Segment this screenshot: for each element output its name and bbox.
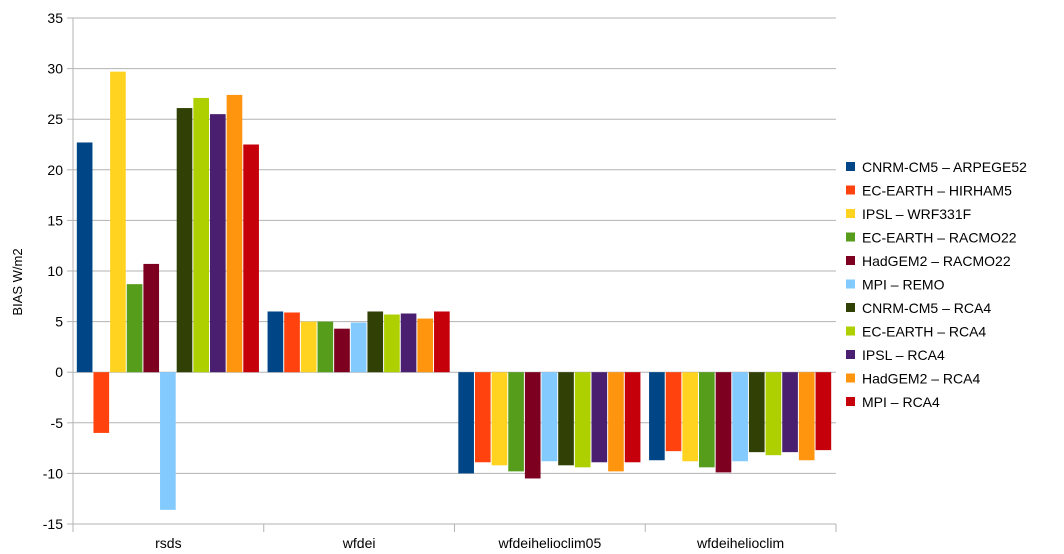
bar xyxy=(524,372,541,479)
x-category-labels: rsds wfdei wfdeihelioclim05 wfdeihelioclim xyxy=(155,535,784,551)
legend-label: MPI – RCA4 xyxy=(862,394,940,410)
bar xyxy=(748,372,765,453)
legend-swatch xyxy=(846,303,855,312)
y-tick-label: 35 xyxy=(47,10,63,26)
bar xyxy=(434,311,450,373)
bar xyxy=(176,108,193,373)
legend-swatch xyxy=(846,256,855,265)
legend-label: HadGEM2 – RACMO22 xyxy=(862,253,1011,269)
bar xyxy=(300,321,317,373)
bar xyxy=(284,312,300,373)
legend-label: EC-EARTH – RACMO22 xyxy=(862,230,1017,246)
bar xyxy=(574,372,591,468)
legend-label: EC-EARTH – HIRHAM5 xyxy=(862,183,1012,199)
legend-swatch xyxy=(846,326,855,336)
bar xyxy=(682,372,699,462)
bar xyxy=(541,372,558,462)
legend-swatch xyxy=(846,397,855,406)
bar xyxy=(384,314,400,373)
bar xyxy=(226,94,243,373)
legend-swatch xyxy=(846,373,855,383)
legend-label: MPI – REMO xyxy=(862,277,945,293)
y-tick-label: 30 xyxy=(47,61,63,77)
bar xyxy=(558,372,574,466)
legend-swatch xyxy=(846,185,855,195)
bar xyxy=(76,142,93,373)
legend-swatch xyxy=(846,209,855,218)
legend-swatch xyxy=(846,279,855,289)
y-tick-label: -10 xyxy=(43,465,63,481)
x-category-label: wfdeihelioclim xyxy=(696,535,784,551)
y-tick-label: -5 xyxy=(51,415,64,431)
y-tick-label: 5 xyxy=(55,314,63,330)
bar xyxy=(334,328,350,373)
y-tick-label: 0 xyxy=(55,364,63,380)
bar xyxy=(400,313,417,373)
bar xyxy=(699,372,715,468)
bar xyxy=(209,114,226,373)
bar xyxy=(474,372,491,463)
bar xyxy=(765,372,782,456)
bar xyxy=(665,372,682,452)
bar xyxy=(624,372,641,463)
bar xyxy=(458,372,474,474)
bar xyxy=(267,311,284,373)
bar xyxy=(715,372,732,473)
axes xyxy=(67,17,837,532)
y-tick-labels: 35 30 25 20 15 10 5 0 -5 -10 -15 xyxy=(43,10,63,532)
bar xyxy=(815,372,832,451)
bar xyxy=(126,284,143,373)
bar xyxy=(143,263,160,373)
bar xyxy=(782,372,798,453)
y-axis-label: BIAS W/m2 xyxy=(10,248,25,315)
legend-label: CNRM-CM5 – RCA4 xyxy=(862,300,991,316)
bar xyxy=(508,372,524,472)
legend-label: CNRM-CM5 – ARPEGE52 xyxy=(862,159,1027,175)
bar xyxy=(193,97,209,373)
bar xyxy=(93,372,110,433)
bar xyxy=(160,372,176,510)
y-tick-label: -15 xyxy=(43,516,63,532)
bar xyxy=(243,144,259,373)
bar xyxy=(649,372,665,461)
legend-label: IPSL – WRF331F xyxy=(862,206,971,222)
bar xyxy=(367,311,384,373)
bar xyxy=(417,318,434,373)
bar xyxy=(732,372,748,462)
legend-label: HadGEM2 – RCA4 xyxy=(862,371,980,387)
legend-label: IPSL – RCA4 xyxy=(862,347,945,363)
y-tick-label: 10 xyxy=(47,263,63,279)
x-category-label: wfdei xyxy=(342,535,376,551)
y-tick-label: 25 xyxy=(47,111,63,127)
y-tick-label: 20 xyxy=(47,162,63,178)
bar xyxy=(110,71,126,373)
legend-label: EC-EARTH – RCA4 xyxy=(862,324,986,340)
legend-swatch xyxy=(846,162,855,171)
bar xyxy=(350,322,367,373)
legend-swatch xyxy=(846,232,855,242)
legend: CNRM-CM5 – ARPEGE52 EC-EARTH – HIRHAM5 IPS… xyxy=(846,159,1027,410)
bar xyxy=(317,321,334,373)
bars xyxy=(76,71,832,510)
y-tick-label: 15 xyxy=(47,212,63,228)
bar xyxy=(608,372,624,472)
bar xyxy=(491,372,508,466)
bar xyxy=(591,372,608,463)
bar xyxy=(798,372,815,461)
x-category-label: wfdeihelioclim05 xyxy=(498,535,602,551)
legend-swatch xyxy=(846,350,855,359)
x-category-label: rsds xyxy=(155,535,181,551)
